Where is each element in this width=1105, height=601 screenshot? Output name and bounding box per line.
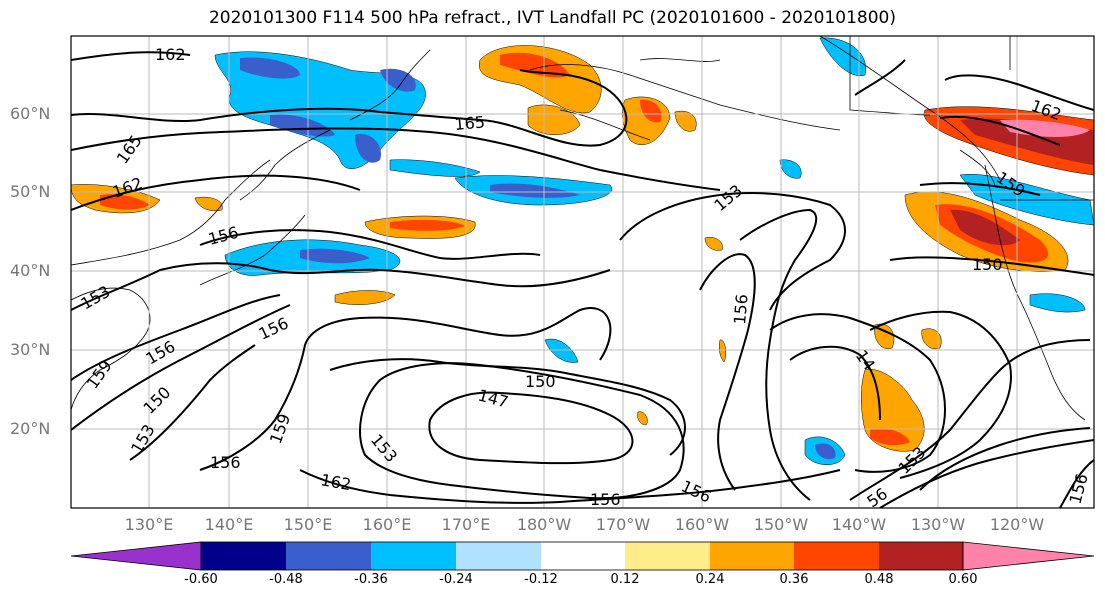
lat-label: 40°N <box>10 261 51 280</box>
negative-anomaly-region <box>270 114 335 137</box>
contour-labels: 162 165 165 162 156 153 153 156 156 159 … <box>78 45 1092 511</box>
colorbar-tick-label: 0.48 <box>864 572 894 587</box>
contour-label: 156 <box>1066 472 1092 506</box>
colorbar-segment <box>371 542 456 570</box>
lon-label: 130°E <box>124 515 174 534</box>
positive-anomaly-region <box>674 110 697 132</box>
positive-anomaly-region <box>500 52 570 78</box>
positive-anomaly-region <box>874 323 895 350</box>
positive-anomaly-region <box>718 339 727 363</box>
colorbar-tick-label: 0.60 <box>948 572 978 587</box>
negative-anomaly-region <box>380 68 416 92</box>
positive-anomaly-region <box>950 209 1020 246</box>
contour-label: 156 <box>590 490 621 509</box>
colorbar-segment <box>710 542 794 570</box>
negative-anomaly-region <box>544 338 579 363</box>
colorbar-segment <box>879 542 963 570</box>
colorbar-segment <box>625 542 710 570</box>
map-area: 162 165 165 162 156 153 153 156 156 159 … <box>71 36 1094 511</box>
contour-label: 156 <box>206 223 240 249</box>
contour-label: 56 <box>863 484 891 511</box>
lon-label: 170°W <box>595 515 651 534</box>
lon-label: 150°W <box>753 515 809 534</box>
colorbar-tick-label: -0.60 <box>184 572 218 587</box>
contour-label: 159 <box>266 411 294 446</box>
negative-anomaly-region <box>779 159 802 179</box>
colorbar-tick-label: -0.12 <box>524 572 558 587</box>
map-frame <box>70 35 1095 509</box>
lon-label: 180°W <box>516 515 572 534</box>
contour-label: 162 <box>319 470 352 494</box>
negative-anomaly-region <box>815 443 836 460</box>
colorbar-segment <box>286 542 371 570</box>
positive-anomaly-region <box>640 99 662 123</box>
contour-label: 159 <box>83 356 116 392</box>
positive-anomaly-region <box>1000 119 1090 137</box>
colorbar-tick-label: 0.24 <box>695 572 725 587</box>
lon-label: 130°W <box>910 515 966 534</box>
lat-label: 30°N <box>10 340 51 359</box>
contour-label: 147 <box>476 386 510 412</box>
positive-anomaly-region <box>527 104 581 135</box>
colorbar-outline <box>200 541 964 571</box>
contour-label: 153 <box>710 181 746 215</box>
contour-label: 165 <box>454 112 486 134</box>
lon-label: 120°W <box>989 515 1045 534</box>
positive-anomaly-region <box>334 290 396 305</box>
positive-anomaly-region <box>100 194 150 210</box>
colorbar-tick-label: -0.48 <box>269 572 303 587</box>
negative-anomaly-region <box>300 248 370 264</box>
contour-label: 162 <box>155 45 186 64</box>
lat-label: 60°N <box>10 104 51 123</box>
colorbar-tick-label: 0.36 <box>779 572 809 587</box>
colorbar-extend-low <box>70 541 202 571</box>
colorbar-segment <box>201 542 286 570</box>
positive-anomaly-region <box>870 428 910 446</box>
positive-anomaly-region <box>194 196 223 212</box>
contour-label: 156 <box>678 476 714 506</box>
positive-anomaly-region <box>637 411 648 426</box>
contour-label: 150 <box>525 372 556 391</box>
contour-label: 153 <box>78 282 114 314</box>
lon-label: 140°E <box>204 515 254 534</box>
lat-label: 50°N <box>10 182 51 201</box>
colorbar-tick-label: -0.36 <box>354 572 388 587</box>
shaded-regions <box>71 37 1094 465</box>
negative-anomaly-region <box>389 159 481 177</box>
contour-label: 153 <box>127 421 159 457</box>
colorbar-segment <box>541 542 625 570</box>
colorbar-tick-label: -0.24 <box>439 572 473 587</box>
refractivity-contours <box>71 51 1094 508</box>
contour-label: 150 <box>972 255 1003 274</box>
positive-anomaly-region <box>704 237 723 251</box>
negative-anomaly-region <box>490 183 580 198</box>
contour-label: 150 <box>139 383 174 418</box>
contour-label: 156 <box>730 293 752 325</box>
colorbar-extend-high <box>962 541 1095 571</box>
coastlines <box>71 36 1094 421</box>
colorbar-tick-label: 0.12 <box>610 572 640 587</box>
negative-anomaly-region <box>355 134 381 163</box>
lon-label: 150°E <box>283 515 333 534</box>
positive-anomaly-region <box>921 328 942 350</box>
lon-label: 140°W <box>831 515 887 534</box>
colorbar <box>70 541 1095 571</box>
contour-label: 156 <box>210 453 241 472</box>
negative-anomaly-region <box>240 57 300 79</box>
contour-label: 165 <box>113 131 146 167</box>
map-title: 2020101300 F114 500 hPa refract., IVT La… <box>208 8 896 28</box>
lat-label: 20°N <box>10 419 51 438</box>
colorbar-segment <box>794 542 879 570</box>
lon-label: 160°W <box>674 515 730 534</box>
colorbar-segment <box>456 542 541 570</box>
negative-anomaly-region <box>819 37 867 77</box>
negative-anomaly-region <box>1029 293 1086 313</box>
positive-anomaly-region <box>390 219 465 231</box>
lon-label: 160°E <box>362 515 412 534</box>
lon-label: 170°E <box>441 515 491 534</box>
